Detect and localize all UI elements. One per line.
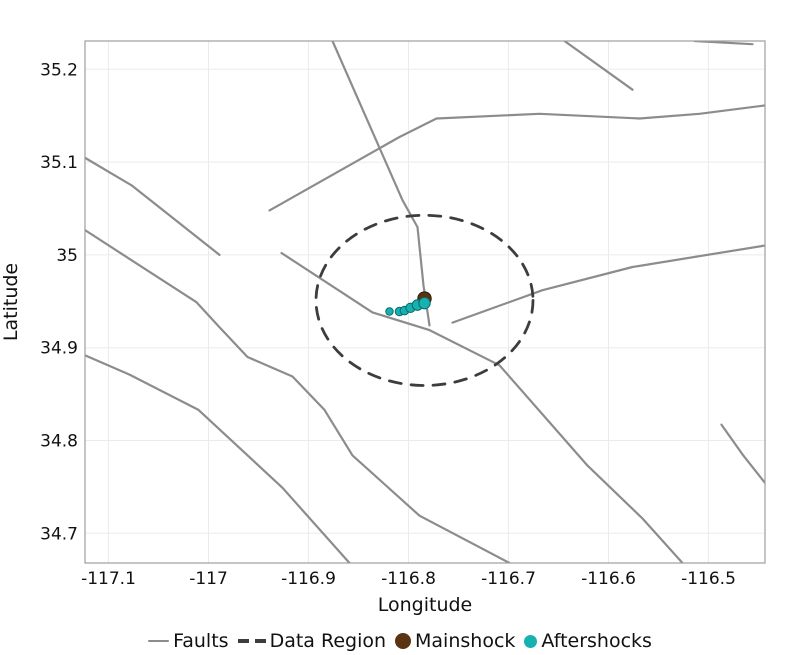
fault-line xyxy=(85,156,221,256)
fault-line xyxy=(280,251,684,563)
legend-item-faults: Faults xyxy=(148,630,229,652)
legend-label-mainshock: Mainshock xyxy=(415,630,516,652)
x-axis-label: Longitude xyxy=(378,594,473,615)
legend: Faults Data Region Mainshock Aftershocks xyxy=(0,627,800,655)
earthquake-markers-layer xyxy=(385,291,432,317)
plot-frame xyxy=(84,40,766,564)
mainshock-dot-swatch xyxy=(395,633,412,649)
y-tick-label: 34.9 xyxy=(40,339,78,359)
fault-map-plot: -117.1 -117 -116.9 -116.8 -116.7 -116.6 -116.5… xyxy=(0,40,766,616)
legend-label-faults: Faults xyxy=(173,630,229,652)
fault-line xyxy=(85,228,511,563)
y-axis-label: Latitude xyxy=(0,263,22,341)
fault-line xyxy=(563,41,634,91)
x-tick-label: -116.8 xyxy=(381,569,436,589)
fault-line xyxy=(268,104,765,212)
fault-line xyxy=(85,354,351,563)
x-tick-label: -117.1 xyxy=(81,569,136,589)
plot-panel-border xyxy=(84,40,766,564)
faults-line-swatch xyxy=(148,639,170,643)
x-tick-label: -116.5 xyxy=(681,569,736,589)
tick-labels: -117.1 -117 -116.9 -116.8 -116.7 -116.6 -116.5… xyxy=(40,60,736,589)
fault-line xyxy=(720,423,765,484)
aftershocks-dot-swatch xyxy=(524,634,538,648)
legend-label-data-region: Data Region xyxy=(269,630,387,652)
x-tick-label: -117 xyxy=(189,569,228,589)
legend-item-aftershocks: Aftershocks xyxy=(524,630,652,652)
y-tick-label: 35.2 xyxy=(40,60,78,80)
legend-item-data-region: Data Region xyxy=(237,630,387,652)
y-tick-label: 35 xyxy=(56,246,78,266)
x-tick-label: -116.6 xyxy=(581,569,636,589)
data-region-circle xyxy=(314,213,535,387)
y-tick-label: 35.1 xyxy=(40,153,78,173)
y-tick-label: 34.7 xyxy=(40,524,78,544)
aftershock-marker xyxy=(385,307,394,316)
y-tick-label: 34.8 xyxy=(40,432,78,452)
fault-map-chart: -117.1 -117 -116.9 -116.8 -116.7 -116.6 -116.5… xyxy=(0,40,766,616)
x-tick-label: -116.7 xyxy=(481,569,536,589)
legend-label-aftershocks: Aftershocks xyxy=(541,630,652,652)
data-region-layer xyxy=(314,213,535,387)
data-region-dash-swatch xyxy=(237,639,266,643)
fault-line xyxy=(331,41,431,327)
aftershock-marker xyxy=(418,296,431,310)
fault-line xyxy=(451,244,765,324)
x-tick-label: -116.9 xyxy=(281,569,336,589)
legend-item-mainshock: Mainshock xyxy=(395,630,515,652)
